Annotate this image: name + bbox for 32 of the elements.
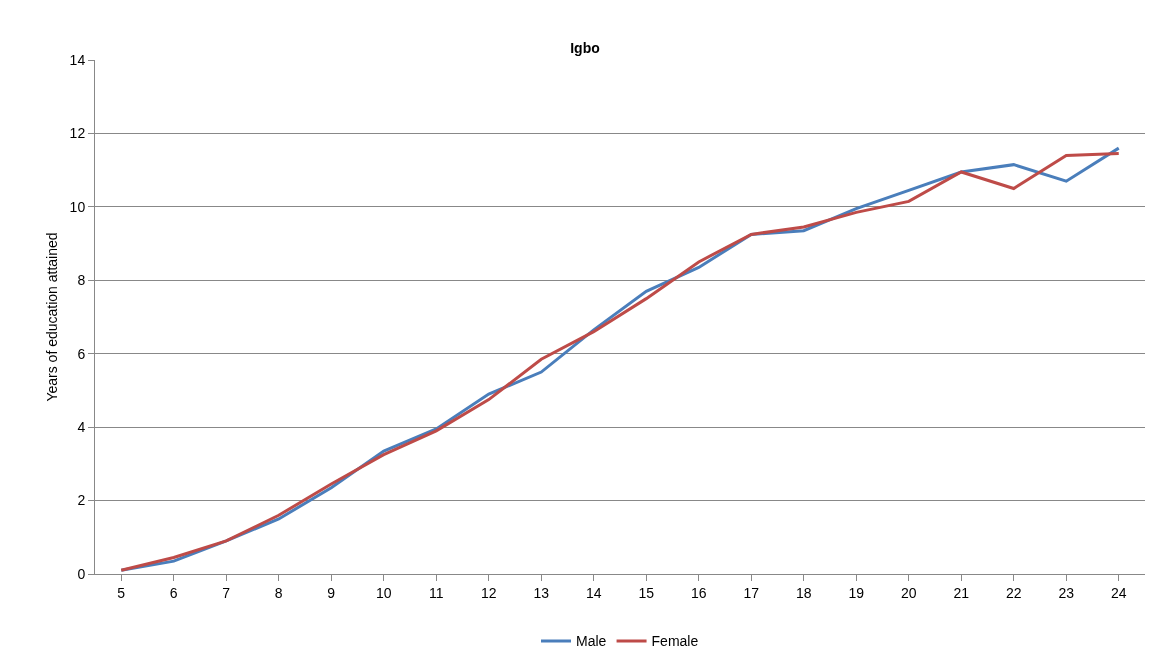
- y-tick-label: 14: [69, 51, 86, 68]
- chart-title: Igbo: [570, 40, 600, 57]
- x-tick-label: 19: [848, 584, 865, 601]
- x-tick-label: 16: [690, 584, 707, 601]
- x-tick-label: 14: [585, 584, 602, 601]
- x-tick-label: 11: [428, 584, 444, 601]
- x-tick-label: 6: [169, 584, 178, 601]
- x-tick-label: 17: [743, 584, 760, 601]
- legend-label: Female: [651, 633, 699, 650]
- y-tick-label: 2: [77, 492, 86, 509]
- x-tick-label: 10: [375, 584, 392, 601]
- x-tick-label: 22: [1005, 584, 1022, 601]
- x-tick-label: 12: [480, 584, 497, 601]
- y-tick-label: 8: [77, 272, 86, 289]
- x-tick-label: 18: [795, 584, 812, 601]
- y-tick-label: 4: [77, 419, 86, 436]
- x-tick-label: 8: [274, 584, 283, 601]
- y-tick-label: 12: [69, 125, 86, 142]
- legend-label: Male: [576, 633, 607, 650]
- x-tick-label: 15: [638, 584, 655, 601]
- y-axis-title: Years of education attained: [44, 232, 60, 402]
- x-tick-label: 24: [1110, 584, 1127, 601]
- x-tick-label: 7: [222, 584, 231, 601]
- y-tick-label: 6: [77, 345, 86, 362]
- x-tick-label: 21: [953, 584, 970, 601]
- x-tick-label: 13: [533, 584, 550, 601]
- y-tick-label: 10: [69, 198, 86, 215]
- x-tick-label: 20: [900, 584, 917, 601]
- y-tick-label: 0: [77, 565, 86, 582]
- x-tick-label: 5: [117, 584, 126, 601]
- x-tick-label: 9: [327, 584, 336, 601]
- x-tick-label: 23: [1058, 584, 1075, 601]
